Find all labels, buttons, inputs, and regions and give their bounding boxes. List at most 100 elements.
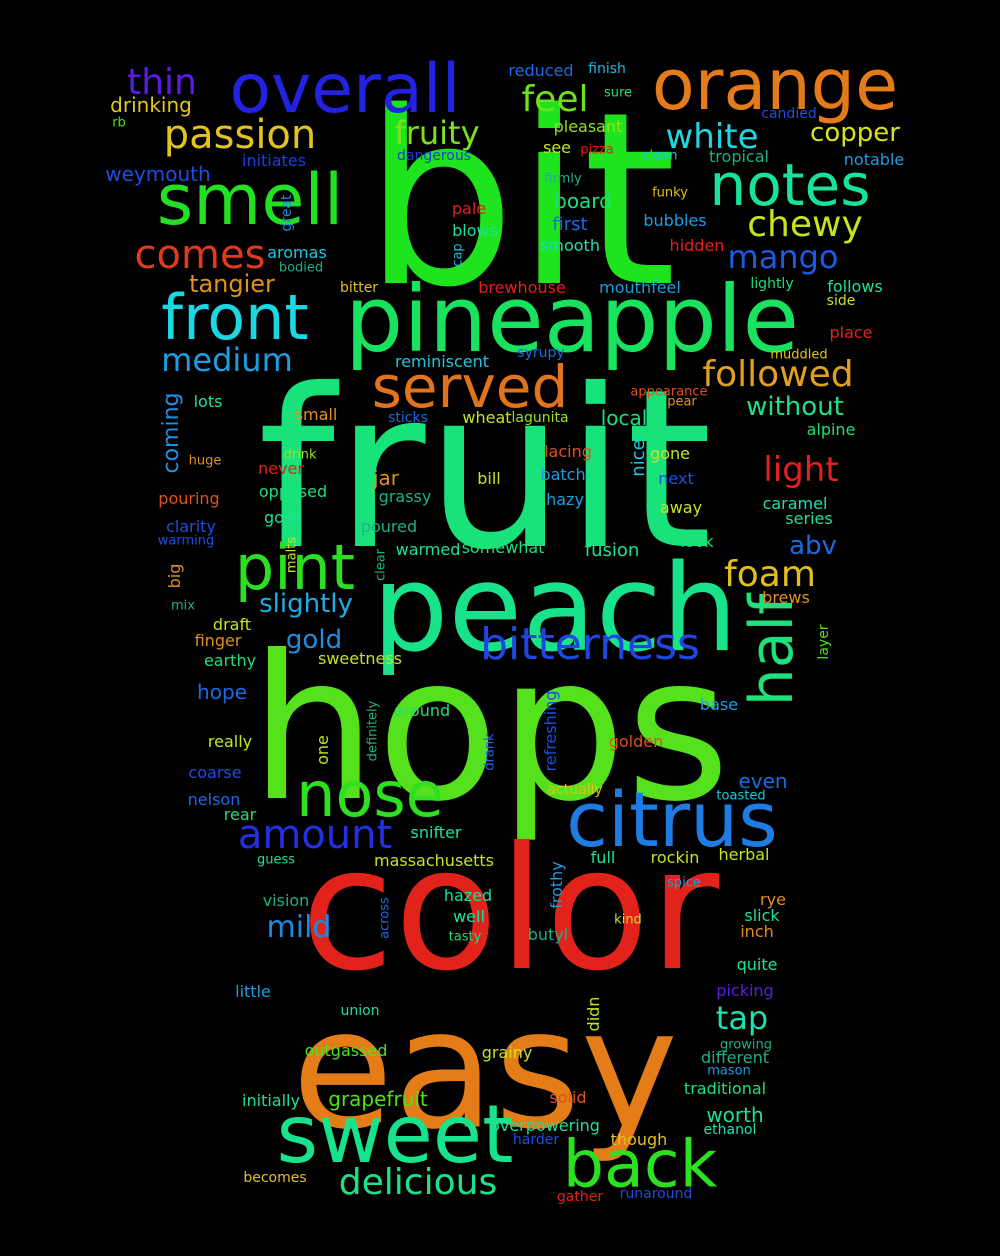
word-clarity: clarity (166, 517, 216, 536)
word-white: white (665, 117, 759, 157)
word-pouring: pouring (158, 489, 220, 508)
word-thin: thin (127, 62, 197, 103)
word-color: color (300, 811, 720, 1009)
word-next: next (658, 469, 694, 488)
word-warming: warming (157, 533, 215, 549)
word-copper: copper (810, 118, 900, 148)
word-harder: harder (512, 1132, 560, 1148)
word-mild: mild (266, 910, 332, 945)
word-small: small (294, 405, 338, 424)
word-appearance: appearance (630, 384, 708, 400)
word-clear: clear (373, 548, 389, 582)
word-nelson: nelson (187, 790, 241, 809)
word-fruit: fruit (257, 342, 713, 598)
word-candied: candied (761, 106, 817, 122)
word-funky: funky (652, 185, 688, 201)
word-nice: nice (628, 439, 649, 477)
word-hazy: hazy (546, 490, 584, 509)
word-coarse: coarse (188, 763, 242, 782)
word-around: around (393, 701, 451, 720)
word-runaround: runaround (619, 1186, 693, 1202)
word-see: see (542, 138, 572, 157)
word-union: union (340, 1003, 380, 1019)
word-full: full (590, 848, 616, 867)
word-local: local (600, 406, 648, 430)
word-goes: goes (263, 508, 303, 527)
word-chewy: chewy (747, 204, 863, 245)
word-herbal: herbal (718, 845, 770, 864)
word-gold: gold (285, 625, 343, 655)
word-vision: vision (262, 891, 310, 910)
word-great: great (279, 194, 295, 232)
word-mason: mason (707, 1063, 751, 1079)
word-lightly: lightly (750, 276, 794, 292)
word-coming: coming (159, 392, 184, 474)
word-drink: drink (283, 447, 317, 463)
word-bit: bit (363, 60, 677, 340)
word-cap: cap (450, 243, 466, 267)
word-place: place (829, 323, 873, 342)
word-gather: gather (556, 1189, 604, 1205)
word-draft: draft (212, 615, 252, 634)
word-earthy: earthy (203, 651, 257, 670)
word-finger: finger (194, 631, 242, 650)
word-initially: initially (242, 1091, 300, 1110)
word-smell: smell (156, 159, 344, 241)
word-base: base (699, 695, 739, 714)
word-quite: quite (736, 955, 778, 974)
word-without: without (746, 392, 844, 422)
word-peach: peach (372, 540, 738, 679)
word-syrupy: syrupy (517, 345, 565, 361)
word-sticks: sticks (388, 410, 428, 426)
word-butyl: butyl (527, 925, 569, 944)
word-reduced: reduced (508, 61, 574, 80)
word-brews: brews (762, 588, 810, 607)
word-side: side (826, 293, 856, 309)
word-worth: worth (706, 1103, 764, 1127)
word-mango: mango (727, 238, 839, 276)
word-citrus: citrus (566, 775, 778, 864)
word-drinking: drinking (110, 93, 192, 117)
word-overall: overall (229, 50, 461, 129)
word-initiates: initiates (241, 151, 307, 170)
word-tropical: tropical (709, 147, 769, 166)
word-muddled: muddled (770, 347, 828, 363)
word-clean: clean (642, 148, 678, 164)
word-grapefruit: grapefruit (328, 1087, 428, 1111)
word-bitter: bitter (339, 280, 379, 296)
word-poured: poured (360, 517, 418, 536)
word-fruity: fruity (394, 114, 480, 152)
word-though: though (610, 1130, 668, 1149)
word-little: little (235, 982, 271, 1001)
word-even: even (738, 769, 788, 793)
word-board: board (554, 189, 612, 213)
word-inch: inch (740, 922, 774, 941)
word-growing: growing (720, 1037, 772, 1053)
word-opposed: opposed (258, 482, 328, 501)
word-fusion: fusion (584, 540, 640, 561)
word-outgassed: outgassed (304, 1041, 388, 1060)
word-pale: pale (451, 199, 487, 218)
word-mouthfeel: mouthfeel (599, 278, 681, 297)
word-kind: kind (614, 912, 642, 928)
word-nose: nose (296, 758, 444, 831)
word-abv: abv (789, 531, 837, 561)
word-overpowering: overpowering (490, 1116, 600, 1135)
word-massachusetts: massachusetts (373, 851, 495, 870)
word-follows: follows (827, 277, 883, 296)
word-notable: notable (843, 150, 905, 169)
word-mix: mix (171, 598, 195, 614)
word-somewhat: somewhat (461, 538, 545, 557)
word-pineapple: pineapple (344, 266, 800, 373)
word-refreshing: refreshing (541, 690, 560, 772)
word-blows: blows (452, 221, 498, 240)
word-reminiscent: reminiscent (394, 352, 490, 371)
word-weymouth: weymouth (105, 162, 211, 186)
word-bodied: bodied (278, 260, 324, 276)
word-frothy: frothy (547, 861, 566, 909)
word-spice: spice (667, 875, 701, 891)
word-ethanol: ethanol (703, 1122, 757, 1138)
word-definitely: definitely (365, 700, 381, 762)
word-well: well (453, 907, 485, 926)
word-drank: drank (482, 733, 498, 771)
